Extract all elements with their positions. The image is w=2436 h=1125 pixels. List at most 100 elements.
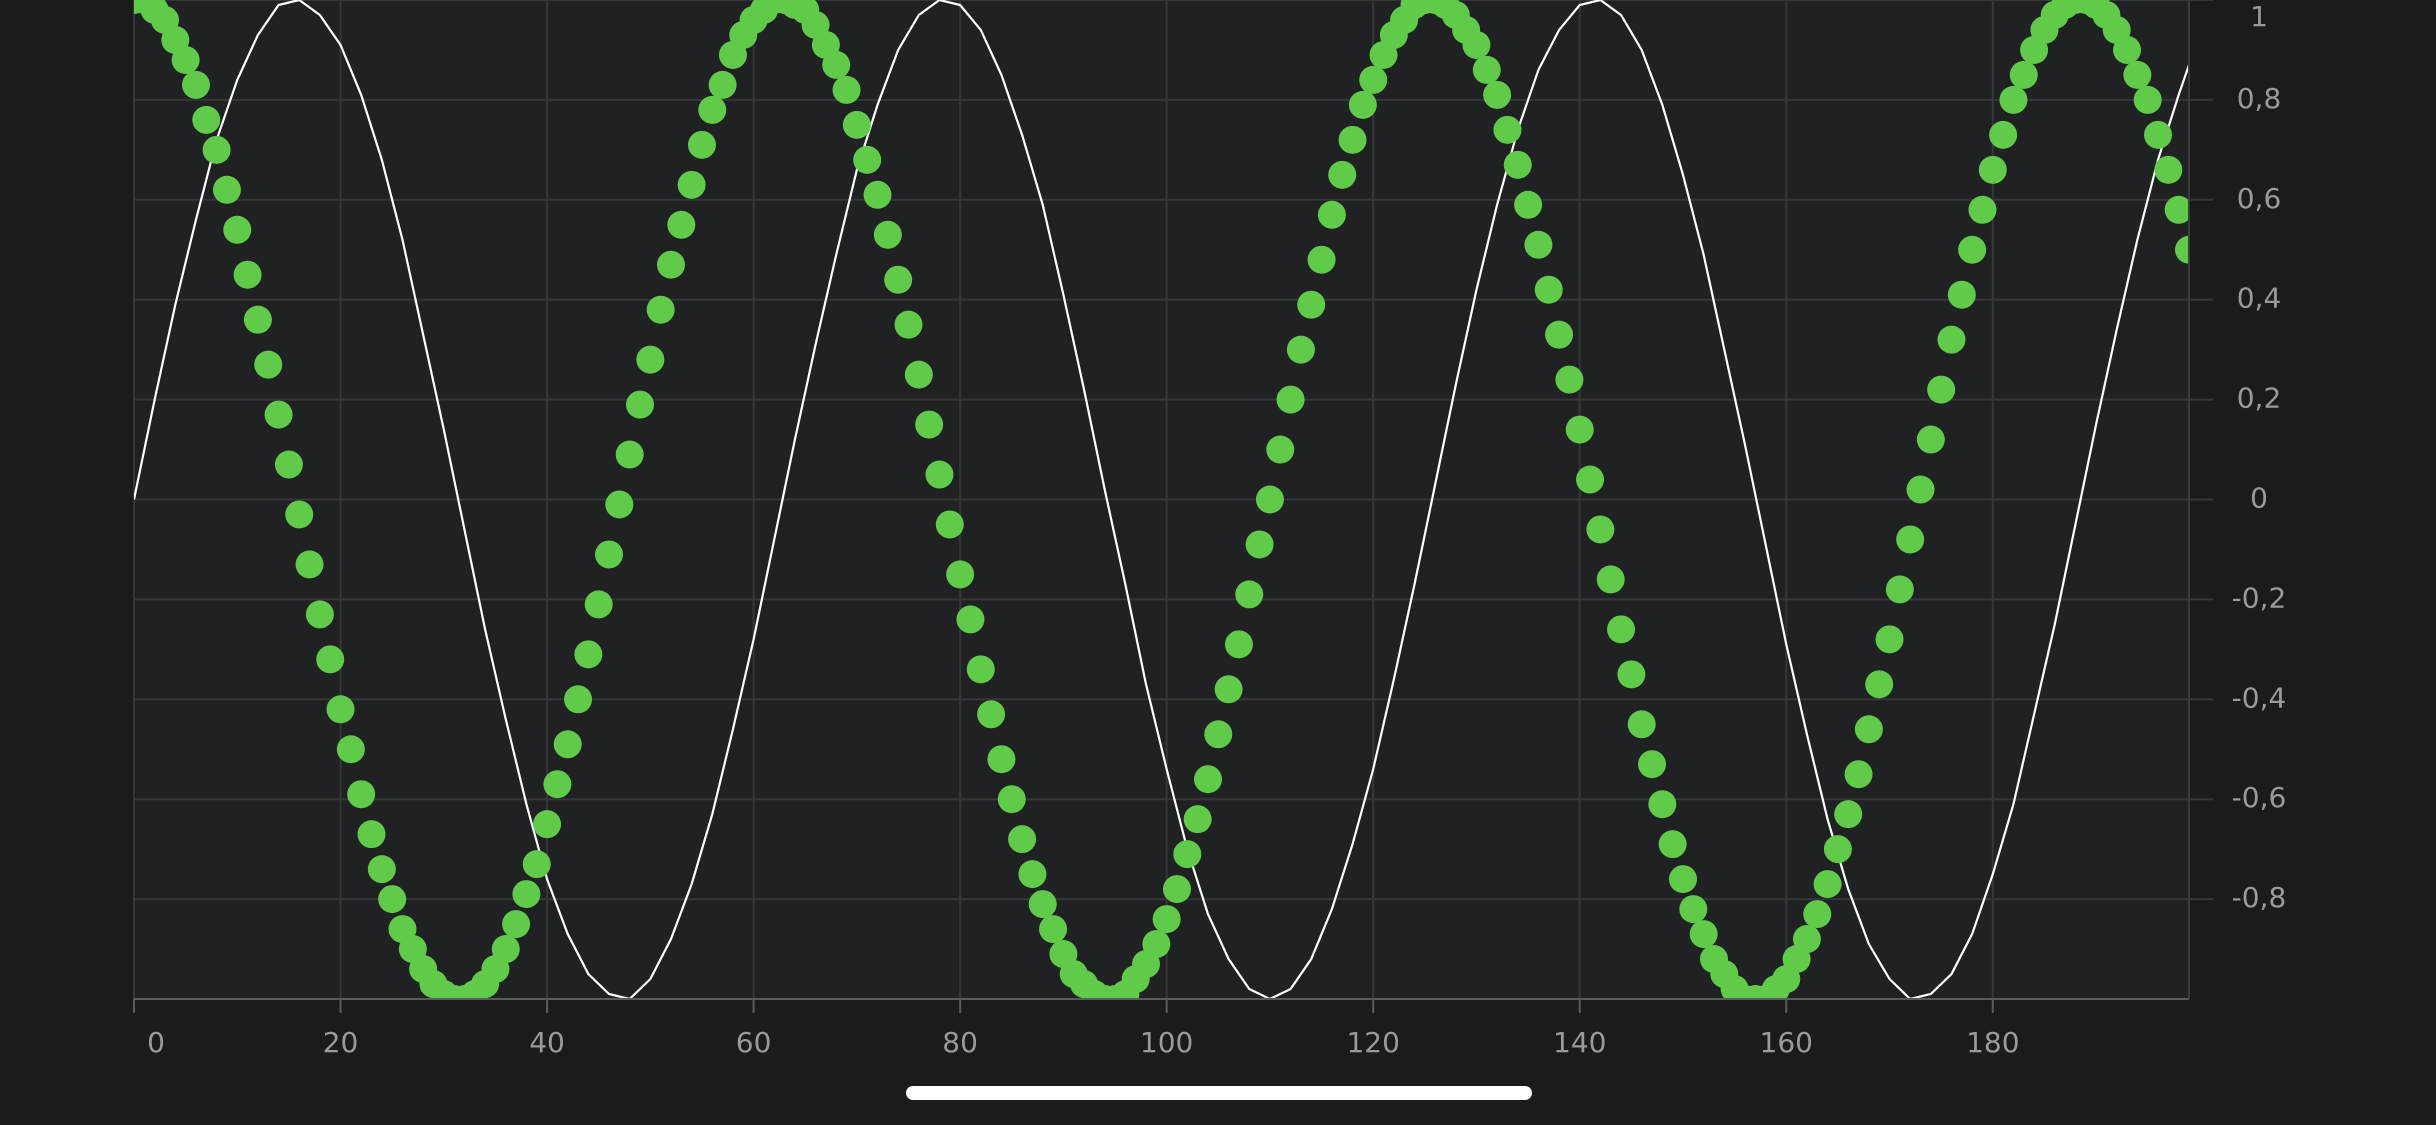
scatter-point xyxy=(842,110,871,139)
scatter-point xyxy=(626,390,655,419)
scatter-point xyxy=(1576,465,1605,494)
scatter-point xyxy=(553,730,582,759)
scatter-point xyxy=(894,310,923,339)
scatter-point xyxy=(254,350,283,379)
scatter-point xyxy=(1142,930,1171,959)
scatter-point xyxy=(1503,150,1532,179)
scatter-point xyxy=(935,510,964,539)
scatter-point xyxy=(1854,715,1883,744)
scatter-point xyxy=(1286,335,1315,364)
scatter-point xyxy=(997,785,1026,814)
scatter-point xyxy=(1245,530,1274,559)
y-tick-label: -0,4 xyxy=(2232,681,2287,714)
scatter-point xyxy=(2123,60,2152,89)
scatter-point xyxy=(2154,155,2183,184)
scatter-point xyxy=(1214,675,1243,704)
scatter-point xyxy=(605,490,634,519)
scatter-point xyxy=(367,855,396,884)
scatter-point xyxy=(2009,60,2038,89)
scatter-point xyxy=(2144,120,2173,149)
scatter-point xyxy=(832,75,861,104)
plot-marks xyxy=(134,0,2189,999)
scatter-point xyxy=(1338,125,1367,154)
y-tick-label: -0,2 xyxy=(2232,581,2287,614)
scatter-point xyxy=(181,70,210,99)
scatter-point xyxy=(915,410,944,439)
scatter-point xyxy=(1885,575,1914,604)
scatter-point xyxy=(316,645,345,674)
x-tick-label: 160 xyxy=(1760,1026,1813,1059)
x-tick-label: 120 xyxy=(1346,1026,1399,1059)
scatter-point xyxy=(522,850,551,879)
x-tick-label: 60 xyxy=(736,1026,772,1059)
scatter-point xyxy=(1162,875,1191,904)
scatter-point xyxy=(1813,870,1842,899)
y-tick-label: 0,4 xyxy=(2237,282,2282,315)
scatter-point xyxy=(667,210,696,239)
scatter-point xyxy=(1896,525,1925,554)
y-tick-label: 0 xyxy=(2250,482,2268,515)
scatter-point xyxy=(873,220,902,249)
scatter-point xyxy=(1978,155,2007,184)
scatter-point xyxy=(1565,415,1594,444)
scatter-point xyxy=(853,145,882,174)
scatter-point xyxy=(533,810,562,839)
scatter-point xyxy=(1823,835,1852,864)
scatter-point xyxy=(1844,760,1873,789)
scatter-point xyxy=(646,295,675,324)
scatter-point xyxy=(1028,890,1057,919)
scatter-point xyxy=(1018,860,1047,889)
scatter-point xyxy=(595,540,624,569)
scatter-point xyxy=(1173,840,1202,869)
scatter-point xyxy=(1348,90,1377,119)
scatter-point xyxy=(233,260,262,289)
y-tick-label: 0,6 xyxy=(2237,182,2282,215)
scatter-point xyxy=(636,345,665,374)
y-tick-label: -0,6 xyxy=(2232,781,2287,814)
x-tick-label: 0 xyxy=(147,1026,165,1059)
scatter-point xyxy=(708,70,737,99)
scatter-point xyxy=(966,655,995,684)
y-tick-label: -0,8 xyxy=(2232,881,2287,914)
scatter-point xyxy=(543,770,572,799)
x-tick-label: 80 xyxy=(942,1026,978,1059)
scatter-point xyxy=(295,550,324,579)
scatter-point xyxy=(925,460,954,489)
scatter-point xyxy=(2175,235,2189,264)
scatter-point xyxy=(1152,905,1181,934)
scatter-point xyxy=(1462,30,1491,59)
scatter-point xyxy=(1472,55,1501,84)
scatter-point xyxy=(1039,915,1068,944)
scatter-point xyxy=(956,605,985,634)
scatter-point xyxy=(1359,65,1388,94)
scatter-point xyxy=(1927,375,1956,404)
scatter-point xyxy=(1906,475,1935,504)
x-tick-label: 40 xyxy=(529,1026,565,1059)
y-tick-label: 0,8 xyxy=(2237,82,2282,115)
scatter-point xyxy=(1947,280,1976,309)
scatter-point xyxy=(884,265,913,294)
scatter-point xyxy=(1297,290,1326,319)
scatter-point xyxy=(202,135,231,164)
tick-labels: 0 20 40 60 80 100 120 140 160 180 -0,8 -0,6 -0,4 -0,2… xyxy=(133,0,2287,1059)
scatter-point xyxy=(1958,235,1987,264)
y-tick-label: 0,2 xyxy=(2237,382,2282,415)
scatter-point xyxy=(357,820,386,849)
scatter-point xyxy=(574,640,603,669)
scatter-point xyxy=(2133,85,2162,114)
scatter-point xyxy=(1524,230,1553,259)
scatter-point xyxy=(1204,720,1233,749)
scatter-point xyxy=(564,685,593,714)
scatter-point xyxy=(378,885,407,914)
scatter-point xyxy=(1937,325,1966,354)
scatter-point xyxy=(192,105,221,134)
scatter-point xyxy=(1193,765,1222,794)
scatter-point xyxy=(491,935,520,964)
scatter-point xyxy=(223,215,252,244)
scatter-point xyxy=(2164,195,2189,224)
scatter-point xyxy=(1317,200,1346,229)
scatter-point xyxy=(1689,920,1718,949)
scatter-point xyxy=(1514,190,1543,219)
